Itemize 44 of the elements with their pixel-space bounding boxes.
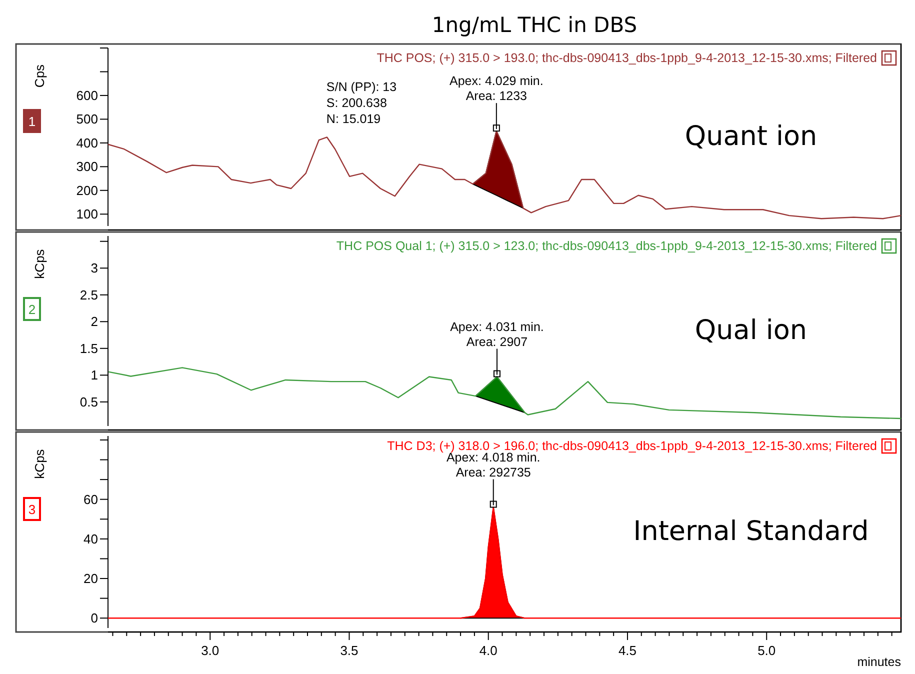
y-tick-label: 3 <box>90 260 98 276</box>
annotation: Area: 1233 <box>466 89 528 104</box>
y-tick-label: 200 <box>76 182 98 198</box>
annotation: Apex: 4.029 min. <box>450 74 544 88</box>
y-tick-label: 300 <box>76 159 98 174</box>
y-tick-label: 2 <box>90 314 98 330</box>
annotation: Area: 292735 <box>456 465 531 480</box>
annotation: Qual ion <box>694 315 808 346</box>
chart-subtitle: THC POS; (+) 315.0 > 193.0; thc-dbs-090413_dbs-1ppb_9-4-2013_12-15-30.xms; Filtered <box>376 51 878 65</box>
annotation: S: 200.638 <box>326 96 387 110</box>
annotation: Quant ion <box>684 121 818 152</box>
chart-subtitle: THC D3; (+) 318.0 > 196.0; thc-dbs-090413_dbs-1ppb_9-4-2013_12-15-30.xms; Filtered <box>387 439 878 453</box>
y-tick-label: 400 <box>76 135 98 150</box>
y-tick-label: 20 <box>84 571 98 586</box>
x-tick-label: 3.0 <box>201 643 220 658</box>
chart-title: 1ng/mL THC in DBS <box>432 13 638 37</box>
y-tick-label: 40 <box>84 531 98 546</box>
x-tick-label: 4.0 <box>479 643 498 658</box>
line-series <box>108 367 901 420</box>
x-tick-label: 5.0 <box>758 643 776 658</box>
y-tick-label: 60 <box>84 492 98 507</box>
annotation: Area: 2907 <box>466 334 528 349</box>
y-tick-label: 600 <box>76 88 98 103</box>
y-axis-title: Cps <box>32 64 47 88</box>
text: 3 <box>28 502 36 517</box>
y-axis-title: kCps <box>32 448 47 479</box>
text: 1 <box>28 114 36 129</box>
y-tick-label: 0 <box>90 610 98 626</box>
y-tick-label: 2.5 <box>80 287 98 302</box>
y-tick-label: 0.5 <box>80 394 98 410</box>
y-tick-label: 1.5 <box>80 340 98 356</box>
annotation: S/N (PP): 13 <box>326 80 397 94</box>
x-axis-title: minutes <box>857 655 901 669</box>
y-tick-label: 100 <box>76 206 98 222</box>
y-axis-title: kCps <box>32 248 47 279</box>
y-tick-label: 500 <box>76 112 98 127</box>
annotation: Apex: 4.031 min. <box>450 320 544 334</box>
x-tick-label: 4.5 <box>618 643 637 658</box>
annotation: N: 15.019 <box>326 112 381 126</box>
x-tick-label: 3.5 <box>340 643 358 658</box>
annotation: Internal Standard <box>633 516 869 547</box>
y-tick-label: 1 <box>90 368 98 383</box>
chart-subtitle: THC POS Qual 1; (+) 315.0 > 123.0; thc-dbs-090413_dbs-1ppb_9-4-2013_12-15-30.xms; Filtered <box>336 239 878 253</box>
text: 2 <box>28 302 36 317</box>
